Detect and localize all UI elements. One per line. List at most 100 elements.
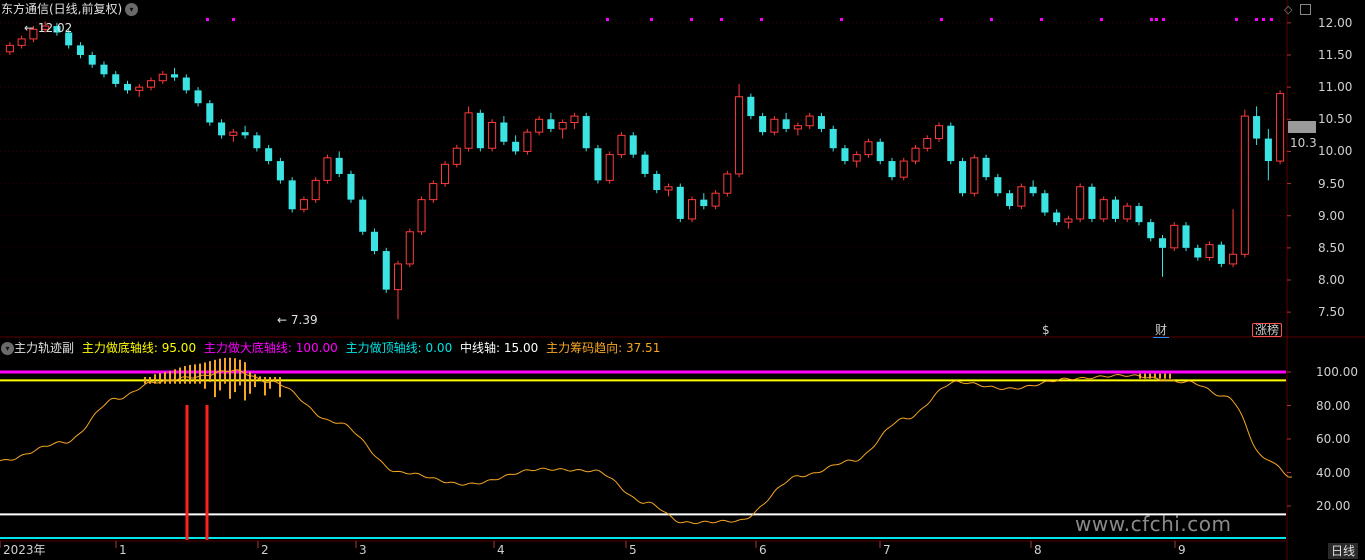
- candle-body: [641, 154, 649, 174]
- signal-marker: [940, 18, 943, 21]
- time-tick-label: 3: [359, 543, 367, 557]
- signal-marker: [232, 18, 235, 21]
- candle-body: [29, 28, 38, 40]
- low-price-value: 7.39: [290, 313, 318, 327]
- low-price-annotation: ← 7.39: [277, 313, 318, 327]
- current-price-label: 10.3: [1290, 136, 1317, 150]
- candle-body: [817, 116, 825, 129]
- candle-body: [947, 125, 955, 162]
- candle-body: [629, 135, 637, 155]
- event-tag-finance[interactable]: 财: [1153, 323, 1170, 338]
- indicator-line-mid: 中线轴: 15.00: [460, 341, 538, 355]
- indicator-tick-label: 100.00: [1316, 365, 1358, 379]
- trend-line: [0, 369, 1293, 525]
- indicator-line-big-base-value: 100.00: [295, 341, 338, 355]
- high-price-annotation: ← 12.02: [24, 21, 73, 35]
- price-tick-label: 8.50: [1318, 240, 1345, 255]
- signal-marker: [1150, 18, 1153, 21]
- candle-body: [429, 183, 438, 201]
- maximize-icon[interactable]: [1300, 4, 1311, 15]
- candle-body: [194, 90, 202, 104]
- signal-marker: [1100, 18, 1103, 21]
- price-tick-label: 7.50: [1318, 305, 1345, 320]
- price-tick-label: 11.50: [1318, 48, 1353, 62]
- signal-marker: [206, 18, 209, 21]
- candle-body: [1135, 206, 1143, 223]
- candle-body: [417, 199, 426, 233]
- candle-body: [17, 38, 26, 46]
- candle-body: [1064, 218, 1073, 223]
- candle-body: [488, 122, 497, 149]
- indicator-line-base-value: 95.00: [161, 341, 197, 355]
- candle-body: [935, 125, 944, 140]
- candle-body: [1264, 138, 1272, 162]
- candle-body: [100, 64, 108, 75]
- candle-body: [112, 74, 120, 84]
- time-tick-label: 4: [497, 543, 505, 557]
- time-tick-label: 8: [1034, 543, 1042, 557]
- candle-body: [876, 141, 884, 162]
- indicator-line-trend-value: 37.51: [625, 341, 661, 355]
- candle-body: [1217, 244, 1225, 264]
- candle-body: [994, 177, 1002, 194]
- candle-body: [911, 147, 920, 162]
- candle-body: [476, 112, 484, 149]
- candle-body: [265, 148, 273, 162]
- candle-body: [782, 119, 790, 129]
- time-tick-label: 1: [119, 543, 127, 557]
- indicator-line-big-base-label: 主力做大底轴线:: [203, 341, 292, 355]
- signal-marker: [650, 18, 653, 21]
- candle-body: [700, 199, 708, 207]
- signal-marker: [1235, 18, 1238, 21]
- signal-marker: [1270, 18, 1273, 21]
- event-tag-dollar[interactable]: $: [1042, 323, 1050, 337]
- diamond-icon[interactable]: ◇: [1284, 3, 1293, 16]
- candle-body: [1088, 186, 1096, 219]
- candle-body: [76, 45, 84, 55]
- indicator-dropdown-icon[interactable]: ▾: [1, 342, 14, 355]
- candle-body: [218, 122, 226, 136]
- candle-body: [146, 80, 156, 88]
- period-label[interactable]: 日线: [1328, 543, 1359, 559]
- candle-body: [959, 161, 967, 194]
- candle-body: [182, 77, 190, 91]
- candle-body: [88, 55, 96, 65]
- candle-body: [735, 96, 744, 175]
- candle-body: [135, 86, 144, 91]
- candle-body: [594, 148, 602, 181]
- high-price-value: 12.02: [37, 21, 73, 35]
- candle-body: [570, 115, 579, 123]
- time-tick-label: 5: [629, 543, 637, 557]
- indicator-line-top: 主力做顶轴线: 0.00: [346, 341, 453, 355]
- candle-body: [1029, 186, 1037, 194]
- indicator-line-mid-label: 中线轴:: [460, 341, 501, 355]
- candle-body: [1147, 222, 1155, 239]
- candle-body: [923, 138, 932, 149]
- candle-body: [512, 141, 520, 152]
- candle-body: [1170, 224, 1179, 249]
- candle-body: [171, 74, 179, 78]
- signal-marker: [1255, 18, 1258, 21]
- candle-body: [158, 73, 167, 82]
- time-tick-label: 2: [261, 543, 269, 557]
- candle-body: [65, 32, 73, 46]
- candle-body: [323, 157, 332, 181]
- indicator-name: 主力轨迹副: [14, 341, 75, 355]
- candle-body: [311, 179, 320, 201]
- title-dropdown-icon[interactable]: ▾: [125, 3, 138, 16]
- candle-body: [1123, 205, 1132, 220]
- candle-body: [1194, 247, 1202, 258]
- candle-body: [241, 132, 249, 136]
- candle-body: [276, 161, 284, 181]
- candle-body: [1041, 193, 1049, 213]
- event-tag-limit-up[interactable]: 涨榜: [1252, 323, 1283, 337]
- candle-body: [688, 199, 697, 220]
- indicator-tick-label: 40.00: [1316, 465, 1351, 480]
- candle-body: [1276, 93, 1285, 162]
- candle-body: [617, 134, 626, 156]
- price-tick-label: 12.00: [1318, 15, 1353, 30]
- time-tick-label: 6: [759, 543, 767, 557]
- indicator-line-mid-value: 15.00: [503, 341, 539, 355]
- signal-marker: [760, 18, 763, 21]
